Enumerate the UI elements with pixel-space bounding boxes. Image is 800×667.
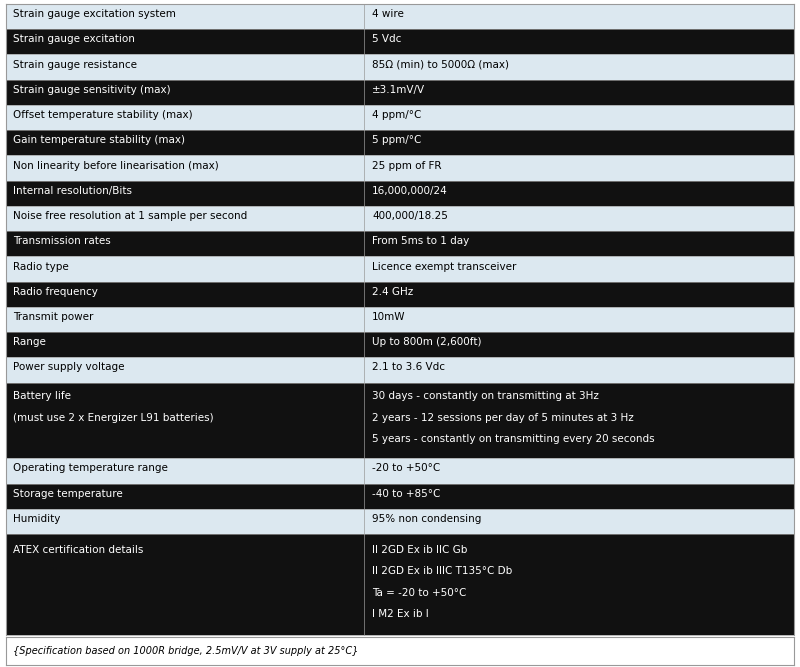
Text: {Specification based on 1000R bridge, 2.5mV/V at 3V supply at 25°C}: {Specification based on 1000R bridge, 2.… (13, 646, 358, 656)
Text: -40 to +85°C: -40 to +85°C (372, 489, 440, 499)
Bar (6, 231, 794, 256)
Text: 2.1 to 3.6 Vdc: 2.1 to 3.6 Vdc (372, 362, 445, 372)
Bar (6, 458, 794, 484)
Bar (6, 332, 794, 358)
Text: (must use 2 x Energizer L91 batteries): (must use 2 x Energizer L91 batteries) (13, 413, 214, 423)
Text: Radio frequency: Radio frequency (13, 287, 98, 297)
Text: Transmission rates: Transmission rates (13, 236, 110, 246)
Text: Licence exempt transceiver: Licence exempt transceiver (372, 261, 516, 271)
Text: I M2 Ex ib I: I M2 Ex ib I (372, 609, 429, 619)
Text: Operating temperature range: Operating temperature range (13, 464, 168, 474)
Text: 5 ppm/°C: 5 ppm/°C (372, 135, 422, 145)
Text: 4 ppm/°C: 4 ppm/°C (372, 110, 422, 120)
Bar (6, 534, 794, 635)
Text: 85Ω (min) to 5000Ω (max): 85Ω (min) to 5000Ω (max) (372, 59, 509, 69)
Text: 30 days - constantly on transmitting at 3Hz: 30 days - constantly on transmitting at … (372, 392, 599, 402)
Text: Noise free resolution at 1 sample per second: Noise free resolution at 1 sample per se… (13, 211, 247, 221)
Text: 5 Vdc: 5 Vdc (372, 35, 402, 44)
Text: Offset temperature stability (max): Offset temperature stability (max) (13, 110, 193, 120)
Text: 400,000/18.25: 400,000/18.25 (372, 211, 448, 221)
Text: 10mW: 10mW (372, 312, 406, 322)
Bar (6, 29, 794, 55)
Text: 4 wire: 4 wire (372, 9, 404, 19)
Bar (6, 509, 794, 534)
Text: Strain gauge excitation: Strain gauge excitation (13, 35, 134, 44)
Text: Radio type: Radio type (13, 261, 69, 271)
Text: 2.4 GHz: 2.4 GHz (372, 287, 414, 297)
Bar (6, 383, 794, 458)
Bar (6, 181, 794, 206)
Text: Battery life: Battery life (13, 392, 70, 402)
Bar (6, 105, 794, 130)
Text: -20 to +50°C: -20 to +50°C (372, 464, 440, 474)
Bar (6, 80, 794, 105)
Text: Strain gauge resistance: Strain gauge resistance (13, 59, 137, 69)
Bar (6, 55, 794, 80)
Text: II 2GD Ex ib IIC Gb: II 2GD Ex ib IIC Gb (372, 545, 467, 555)
Text: Humidity: Humidity (13, 514, 60, 524)
Bar (6, 4, 794, 29)
Text: Ta = -20 to +50°C: Ta = -20 to +50°C (372, 588, 466, 598)
Bar (6, 484, 794, 509)
Text: 95% non condensing: 95% non condensing (372, 514, 482, 524)
Text: ±3.1mV/V: ±3.1mV/V (372, 85, 425, 95)
Text: ATEX certification details: ATEX certification details (13, 545, 143, 555)
Text: 5 years - constantly on transmitting every 20 seconds: 5 years - constantly on transmitting eve… (372, 434, 654, 444)
Text: Non linearity before linearisation (max): Non linearity before linearisation (max) (13, 161, 218, 171)
Bar (6, 281, 794, 307)
Text: Strain gauge excitation system: Strain gauge excitation system (13, 9, 176, 19)
Text: Range: Range (13, 338, 46, 348)
Text: Gain temperature stability (max): Gain temperature stability (max) (13, 135, 185, 145)
Text: Storage temperature: Storage temperature (13, 489, 122, 499)
Text: From 5ms to 1 day: From 5ms to 1 day (372, 236, 470, 246)
Text: Transmit power: Transmit power (13, 312, 93, 322)
Bar (6, 358, 794, 383)
Bar (6, 155, 794, 181)
Text: II 2GD Ex ib IIIC T135°C Db: II 2GD Ex ib IIIC T135°C Db (372, 566, 512, 576)
Bar (6, 307, 794, 332)
Text: 16,000,000/24: 16,000,000/24 (372, 186, 448, 196)
Text: 25 ppm of FR: 25 ppm of FR (372, 161, 442, 171)
Bar (6, 637, 794, 665)
Text: Strain gauge sensitivity (max): Strain gauge sensitivity (max) (13, 85, 170, 95)
Bar (6, 130, 794, 155)
Text: 2 years - 12 sessions per day of 5 minutes at 3 Hz: 2 years - 12 sessions per day of 5 minut… (372, 413, 634, 423)
Text: Up to 800m (2,600ft): Up to 800m (2,600ft) (372, 338, 482, 348)
Bar (6, 256, 794, 281)
Bar (6, 206, 794, 231)
Text: Power supply voltage: Power supply voltage (13, 362, 124, 372)
Text: Internal resolution/Bits: Internal resolution/Bits (13, 186, 132, 196)
